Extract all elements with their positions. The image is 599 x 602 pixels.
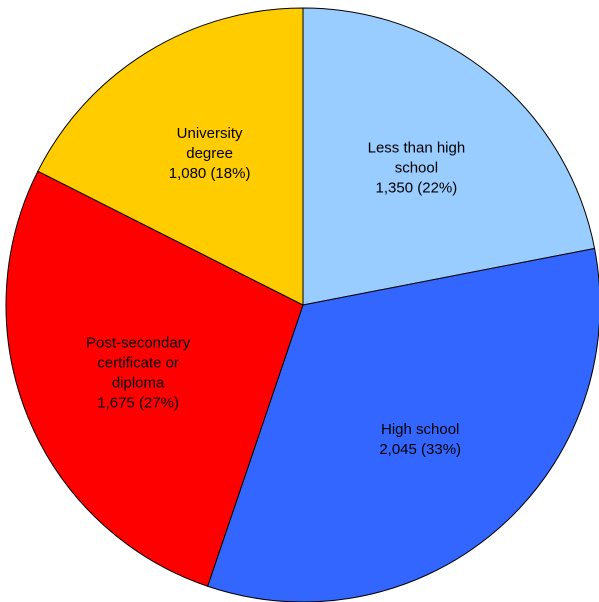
slice-category-label: University (177, 125, 243, 142)
pie-slice (5, 170, 304, 587)
slice-category-label: High school (381, 421, 459, 438)
slice-value-label: 1,675 (27%) (97, 395, 179, 412)
slice-category-label: Less than high (368, 140, 466, 157)
slice-category-label: degree (186, 145, 233, 162)
pie-labels: Less than high school 1,350 (22%) High scho… (86, 125, 465, 458)
slice-category-label: school (395, 160, 438, 177)
slice-category-label: certificate or (97, 355, 179, 372)
slice-value-label: 2,045 (33%) (379, 441, 461, 458)
slice-category-label: diploma (112, 375, 165, 392)
pie-slice (37, 7, 304, 306)
slice-value-label: 1,350 (22%) (376, 180, 458, 197)
slice-value-label: 1,080 (18%) (169, 165, 251, 182)
slice-category-label: Post-secondary (86, 335, 191, 352)
pie-slice (302, 7, 596, 306)
pie-slices (5, 7, 599, 602)
